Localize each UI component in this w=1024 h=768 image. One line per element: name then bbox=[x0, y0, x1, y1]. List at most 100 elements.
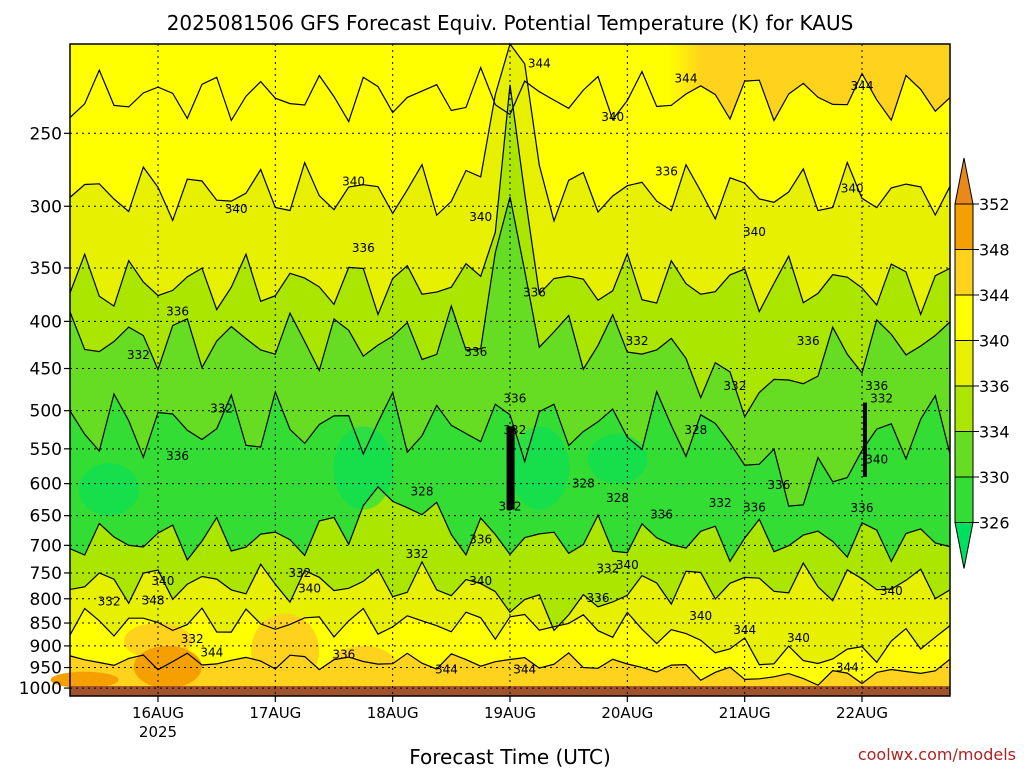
x-tick-label: 17AUG bbox=[249, 704, 301, 722]
colorbar-legend: 352 348 344 340 336 334 330 326 bbox=[954, 157, 1010, 569]
contour-label: 340 bbox=[865, 453, 888, 467]
y-tick-label: 400 bbox=[30, 312, 62, 332]
warm-pocket-2 bbox=[251, 613, 320, 689]
contour-label: 340 bbox=[601, 110, 624, 124]
cool-core-1 bbox=[509, 426, 570, 510]
contour-label: 332 bbox=[210, 401, 233, 415]
ground-surface bbox=[70, 686, 950, 696]
y-tick-label: 450 bbox=[30, 360, 62, 380]
y-tick-label: 800 bbox=[30, 590, 62, 610]
contour-label: 332 bbox=[499, 499, 522, 513]
contour-label: 340 bbox=[743, 225, 766, 239]
colorbar-label: 352 bbox=[979, 195, 1010, 214]
contour-label: 332 bbox=[626, 334, 649, 348]
x-tick-label: 21AUG bbox=[719, 704, 771, 722]
contour-label: 344 bbox=[435, 663, 458, 677]
contour-label: 332 bbox=[503, 423, 526, 437]
colorbar-top-arrow bbox=[954, 157, 974, 205]
colorbar-bottom-arrow bbox=[954, 522, 974, 569]
x-tick-year: 2025 bbox=[139, 723, 177, 741]
colorbar-swatch bbox=[954, 340, 974, 387]
contour-label: 344 bbox=[513, 663, 536, 677]
colorbar-swatch bbox=[954, 249, 974, 296]
y-tick-label: 550 bbox=[30, 440, 62, 460]
colorbar-swatch bbox=[954, 294, 974, 341]
contour-label: 340 bbox=[151, 574, 174, 588]
contour-line-3 bbox=[69, 196, 951, 419]
contour-label: 332 bbox=[288, 566, 311, 580]
x-axis-label: Forecast Time (UTC) bbox=[409, 745, 611, 768]
y-tick-label: 700 bbox=[30, 536, 62, 556]
contour-label: 332 bbox=[709, 496, 732, 510]
contour-label: 332 bbox=[596, 562, 619, 576]
y-axis: 250 300 350 400 450 500 550 600 650 700 750 800 850 9… bbox=[19, 124, 70, 699]
contour-label: 340 bbox=[616, 558, 639, 572]
contour-line-0 bbox=[69, 65, 951, 124]
contour-line-7 bbox=[69, 607, 951, 666]
colorbar-label: 344 bbox=[979, 286, 1010, 305]
cool-core-3 bbox=[79, 463, 140, 516]
contour-label: 336 bbox=[851, 501, 874, 515]
convective-streak-2 bbox=[862, 402, 867, 477]
contour-line-6 bbox=[69, 560, 951, 632]
contour-label: 344 bbox=[733, 623, 756, 637]
warm-pocket-3 bbox=[329, 645, 398, 689]
contour-label: 336 bbox=[523, 285, 546, 299]
contour-label: 336 bbox=[865, 379, 888, 393]
contour-label: 336 bbox=[464, 345, 487, 359]
contour-label: 340 bbox=[880, 584, 903, 598]
contour-label: 332 bbox=[181, 632, 204, 646]
contour-label: 336 bbox=[332, 648, 355, 662]
contour-label: 340 bbox=[342, 174, 365, 188]
contour-label: 340 bbox=[298, 582, 321, 596]
contour-label: 328 bbox=[684, 423, 707, 437]
contour-label: 344 bbox=[836, 661, 859, 675]
y-tick-label: 500 bbox=[30, 402, 62, 422]
contour-label: 336 bbox=[650, 507, 673, 521]
x-tick-label: 18AUG bbox=[367, 704, 419, 722]
contour-label: 340 bbox=[225, 202, 248, 216]
colorbar-swatch bbox=[954, 476, 974, 523]
contour-label: 344 bbox=[528, 57, 551, 71]
cool-core-0 bbox=[333, 426, 394, 510]
contour-line-4 bbox=[69, 389, 951, 507]
x-tick-label: 22AUG bbox=[836, 704, 888, 722]
y-tick-label: 850 bbox=[30, 614, 62, 634]
contour-label: 336 bbox=[352, 241, 375, 255]
x-tick-label: 19AUG bbox=[484, 704, 536, 722]
contour-line-8 bbox=[69, 652, 951, 686]
contour-labels: 3443443443403403403403403403363363363363… bbox=[98, 57, 903, 677]
contour-label: 340 bbox=[787, 631, 810, 645]
y-tick-label: 1000 bbox=[19, 679, 62, 699]
contour-label: 332 bbox=[870, 391, 893, 405]
contour-label: 332 bbox=[723, 379, 746, 393]
y-tick-label: 950 bbox=[30, 659, 62, 679]
contour-label: 340 bbox=[841, 182, 864, 196]
y-tick-label: 350 bbox=[30, 259, 62, 279]
chart-title: 2025081506 GFS Forecast Equiv. Potential… bbox=[167, 11, 854, 35]
y-tick-label: 250 bbox=[30, 124, 62, 144]
contour-label: 332 bbox=[406, 547, 429, 561]
colorbar-label: 334 bbox=[979, 423, 1010, 442]
contour-label: 328 bbox=[606, 491, 629, 505]
contour-label: 332 bbox=[98, 594, 121, 608]
warm-pocket-4 bbox=[50, 671, 119, 689]
contour-label: 344 bbox=[675, 71, 698, 85]
y-tick-label: 300 bbox=[30, 197, 62, 217]
contour-line-2 bbox=[69, 84, 951, 317]
cool-core-2 bbox=[587, 434, 648, 484]
colorbar-swatch bbox=[954, 203, 974, 250]
contour-label: 344 bbox=[851, 79, 874, 93]
warm-pocket-1 bbox=[133, 645, 202, 689]
contour-label: 336 bbox=[166, 449, 189, 463]
contour-label: 328 bbox=[572, 477, 595, 491]
colorbar-label: 336 bbox=[979, 377, 1010, 396]
credit-link[interactable]: coolwx.com/models bbox=[858, 745, 1016, 764]
contour-label: 340 bbox=[469, 574, 492, 588]
contour-label: 336 bbox=[797, 334, 820, 348]
contour-label: 336 bbox=[655, 164, 678, 178]
contour-label: 328 bbox=[411, 485, 434, 499]
y-tick-label: 650 bbox=[30, 507, 62, 527]
